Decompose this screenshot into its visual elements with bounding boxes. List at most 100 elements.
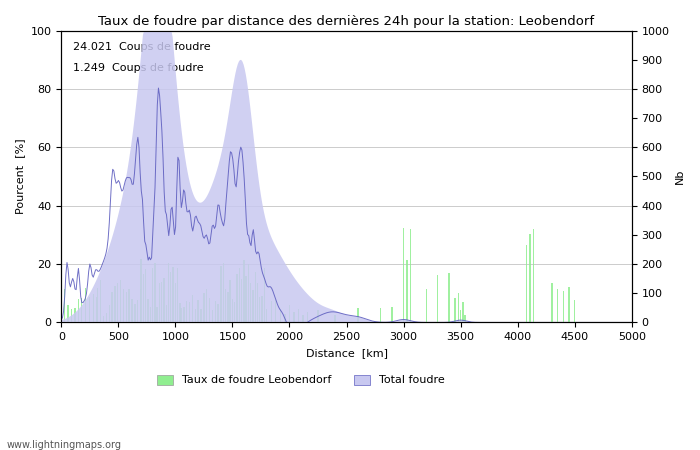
Bar [106, 313, 107, 323]
Bar [159, 284, 160, 323]
Bar [206, 289, 207, 323]
Bar [220, 266, 222, 323]
Bar [225, 289, 226, 323]
Bar [92, 294, 94, 323]
Bar [250, 283, 251, 323]
Bar [465, 315, 466, 323]
Bar [454, 298, 456, 323]
Bar [85, 288, 86, 323]
Legend: Taux de foudre Leobendorf, Total foudre: Taux de foudre Leobendorf, Total foudre [152, 370, 449, 390]
Bar [557, 289, 558, 323]
Bar [175, 283, 176, 323]
Bar [317, 310, 318, 323]
Bar [460, 310, 461, 323]
Bar [154, 263, 155, 323]
Bar [458, 293, 459, 323]
Bar [246, 276, 247, 323]
Bar [137, 300, 139, 323]
Bar [89, 297, 90, 323]
Bar [143, 274, 144, 323]
Bar [380, 308, 382, 323]
Bar [117, 284, 118, 323]
X-axis label: Distance  [km]: Distance [km] [305, 348, 388, 358]
Bar [252, 290, 253, 323]
Bar [212, 310, 213, 323]
Bar [150, 306, 151, 323]
Bar [140, 289, 141, 323]
Bar [186, 302, 188, 323]
Bar [406, 260, 407, 323]
Bar [307, 312, 309, 323]
Bar [134, 304, 136, 323]
Bar [529, 234, 531, 323]
Bar [298, 309, 300, 323]
Bar [114, 286, 116, 323]
Bar [96, 297, 97, 323]
Bar [526, 245, 527, 323]
Bar [239, 268, 240, 323]
Bar [279, 309, 281, 323]
Bar [163, 278, 164, 323]
Bar [266, 310, 267, 323]
Bar [259, 297, 260, 323]
Bar [97, 288, 99, 323]
Bar [241, 279, 242, 323]
Bar [200, 309, 202, 323]
Bar [302, 315, 304, 323]
Bar [426, 289, 427, 323]
Bar [209, 297, 210, 323]
Bar [234, 302, 235, 323]
Bar [574, 301, 575, 323]
Bar [462, 302, 463, 323]
Bar [132, 299, 133, 323]
Bar [147, 299, 148, 323]
Bar [563, 291, 564, 323]
Bar [237, 274, 238, 323]
Bar [533, 230, 534, 323]
Bar [170, 272, 172, 323]
Bar [223, 263, 224, 323]
Bar [120, 280, 121, 323]
Bar [293, 312, 295, 323]
Bar [270, 301, 272, 323]
Bar [197, 300, 199, 323]
Bar [168, 263, 169, 323]
Bar [203, 293, 204, 323]
Bar [357, 308, 358, 323]
Bar [257, 283, 258, 323]
Bar [264, 269, 265, 323]
Bar [232, 298, 233, 323]
Bar [437, 275, 438, 323]
Bar [111, 292, 113, 323]
Bar [103, 316, 104, 323]
Bar [100, 280, 102, 323]
Bar [403, 228, 404, 323]
Bar [449, 273, 450, 323]
Bar [183, 307, 185, 323]
Text: 1.249  Coups de foudre: 1.249 Coups de foudre [73, 63, 203, 72]
Bar [261, 296, 262, 323]
Text: 24.021  Coups de foudre: 24.021 Coups de foudre [73, 42, 210, 52]
Bar [410, 230, 411, 323]
Bar [248, 264, 249, 323]
Bar [275, 300, 276, 323]
Bar [195, 309, 196, 323]
Bar [230, 279, 231, 323]
Bar [179, 303, 181, 323]
Bar [152, 268, 153, 323]
Bar [156, 306, 158, 323]
Bar [335, 315, 336, 323]
Bar [189, 302, 190, 323]
Bar [64, 289, 65, 323]
Y-axis label: Pourcent  [%]: Pourcent [%] [15, 139, 25, 214]
Bar [67, 306, 69, 323]
Bar [551, 283, 552, 323]
Y-axis label: Nb: Nb [675, 169, 685, 184]
Bar [177, 268, 178, 323]
Bar [78, 299, 79, 323]
Bar [122, 289, 124, 323]
Bar [145, 269, 146, 323]
Bar [192, 295, 193, 323]
Bar [218, 304, 219, 323]
Bar [215, 301, 216, 323]
